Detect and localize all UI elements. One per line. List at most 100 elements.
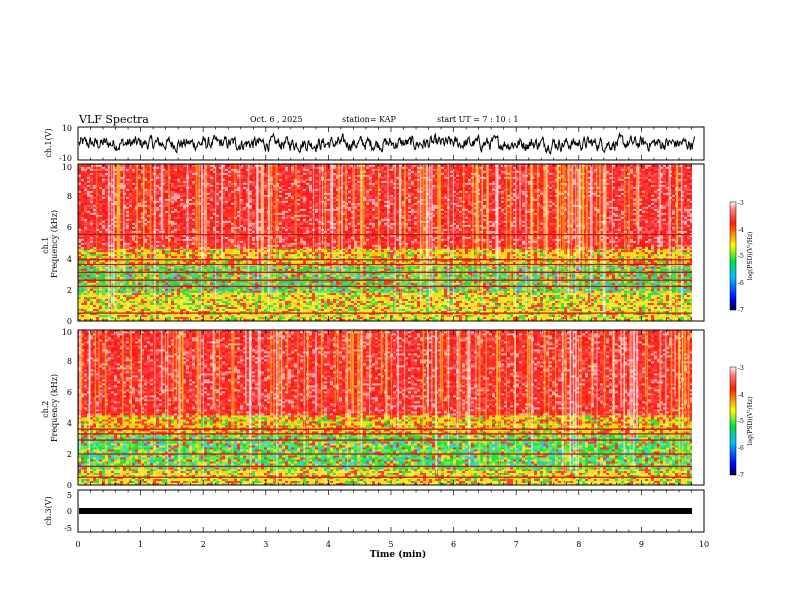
spectrogram-cell xyxy=(666,311,669,313)
spectrogram-cell xyxy=(165,288,168,291)
spectrogram-cell xyxy=(183,284,186,287)
spectrogram-cell xyxy=(105,309,108,311)
spectrogram-cell xyxy=(525,315,528,317)
spectrogram-cell xyxy=(528,290,531,293)
spectrogram-cell xyxy=(663,276,666,279)
spectrogram-cell xyxy=(357,301,360,303)
spectrogram-cell xyxy=(174,303,177,305)
spectrogram-cell xyxy=(297,313,300,315)
spectrogram-cell xyxy=(114,274,117,277)
spectrogram-cell xyxy=(621,293,624,295)
spectrogram-cell xyxy=(615,290,618,293)
spectrogram-cell xyxy=(204,276,207,279)
spectrogram-cell xyxy=(288,313,291,315)
spectrogram-cell xyxy=(258,319,261,321)
spectrogram-cell xyxy=(156,288,159,291)
spectrogram-cell xyxy=(315,303,318,305)
spectrogram-cell xyxy=(189,309,192,311)
spectrogram-cell xyxy=(486,282,489,285)
spectrogram-cell xyxy=(195,305,198,307)
spectrogram-cell xyxy=(336,313,339,315)
spectrogram-cell xyxy=(171,280,174,283)
spectrogram-cell xyxy=(495,309,498,311)
spectrogram-cell xyxy=(222,288,225,291)
spectrogram-cell xyxy=(174,290,177,293)
spectrogram-cell xyxy=(573,305,576,307)
spectrogram-cell xyxy=(117,274,120,277)
spectrogram-cell xyxy=(405,309,408,311)
spectrogram-cell xyxy=(624,317,627,319)
spectrogram-cell xyxy=(369,311,372,313)
spectrogram-cell xyxy=(126,317,129,319)
spectrogram-cell xyxy=(435,319,438,321)
spectrogram-cell xyxy=(669,315,672,317)
spectrogram-cell xyxy=(498,274,501,277)
spectrogram-cell xyxy=(411,280,414,283)
spectrogram-cell xyxy=(492,307,495,309)
spectrogram-cell xyxy=(627,293,630,295)
spectrogram-cell xyxy=(348,305,351,307)
spectrogram-cell xyxy=(279,301,282,303)
spectrogram-cell xyxy=(561,303,564,305)
spectrogram-cell xyxy=(249,313,252,315)
spectrogram-cell xyxy=(177,309,180,311)
spectrogram-cell xyxy=(495,284,498,287)
spectrogram-cell xyxy=(486,286,489,289)
spectrogram-cell xyxy=(87,303,90,305)
spectrogram-cell xyxy=(684,315,687,317)
spectrogram-cell xyxy=(633,313,636,315)
spectrogram-cell xyxy=(624,311,627,313)
spectrogram-cell xyxy=(567,319,570,321)
spectrogram-cell xyxy=(690,311,692,313)
spectrogram-cell xyxy=(558,286,561,289)
spectrogram-cell xyxy=(636,311,639,313)
spectrogram-cell xyxy=(666,303,669,305)
spectrogram-cell xyxy=(612,309,615,311)
spectrogram-cell xyxy=(330,315,333,317)
spectrogram-cell xyxy=(660,311,663,313)
spectrogram-cell xyxy=(123,317,126,319)
spectrogram-cell xyxy=(660,290,663,293)
spectrogram-cell xyxy=(336,276,339,279)
spectrogram-cell xyxy=(216,313,219,315)
spectrogram-cell xyxy=(642,286,645,289)
spectrogram-cell xyxy=(546,288,549,291)
spectrogram-cell xyxy=(459,282,462,285)
spectrogram-cell xyxy=(411,295,414,297)
spectrogram-cell xyxy=(357,311,360,313)
spectrogram-cell xyxy=(309,317,312,319)
spectrogram-cell xyxy=(432,313,435,315)
spectrogram-cell xyxy=(633,301,636,303)
spectrogram-cell xyxy=(327,305,330,307)
spectrogram-cell xyxy=(612,290,615,293)
spectrogram-cell xyxy=(552,293,555,295)
spectrogram-cell xyxy=(639,317,642,319)
spectrogram-cell xyxy=(537,315,540,317)
spectrogram-cell xyxy=(180,297,183,299)
spectrogram-cell xyxy=(513,288,516,291)
spectrogram-cell xyxy=(429,282,432,285)
spectrogram-cell xyxy=(102,299,105,301)
spectrogram-cell xyxy=(513,309,516,311)
spectrogram-cell xyxy=(408,282,411,285)
spectrogram-cell xyxy=(528,313,531,315)
spectrogram-cell xyxy=(636,290,639,293)
spectrogram-cell xyxy=(165,311,168,313)
spectrogram-cell xyxy=(282,313,285,315)
spectrogram-cell xyxy=(333,276,336,279)
spectrogram-cell xyxy=(168,293,171,295)
spectrogram-cell xyxy=(93,303,96,305)
spectrogram-cell xyxy=(528,286,531,289)
spectrogram-cell xyxy=(474,305,477,307)
spectrogram-cell xyxy=(429,276,432,279)
spectrogram-cell xyxy=(240,288,243,291)
spectrogram-cell xyxy=(495,311,498,313)
spectrogram-cell xyxy=(315,274,318,277)
spectrogram-cell xyxy=(180,311,183,313)
spectrogram-cell xyxy=(93,297,96,299)
spectrogram-cell xyxy=(342,307,345,309)
spectrogram-cell xyxy=(429,317,432,319)
spectrogram-cell xyxy=(618,299,621,301)
spectrogram-cell xyxy=(588,299,591,301)
spectrogram-cell xyxy=(597,309,600,311)
